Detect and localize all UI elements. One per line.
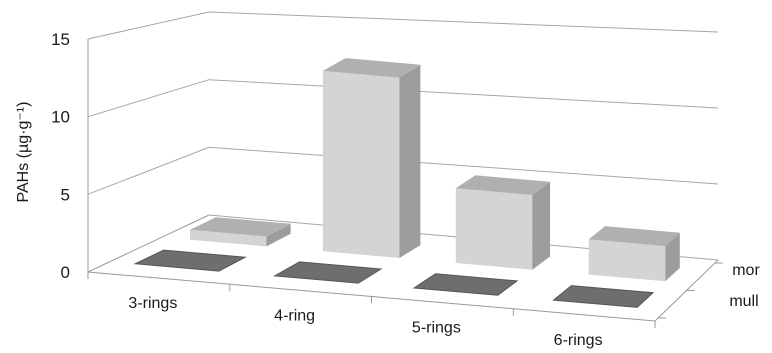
bar-top-face — [552, 285, 655, 308]
labels: PAHs (µg·g⁻¹) — [15, 102, 32, 203]
y-axis-label: PAHs (µg·g⁻¹) — [15, 102, 32, 203]
bar-front-face — [588, 239, 666, 282]
bar-top-face — [133, 249, 247, 272]
y-tick-label: 5 — [61, 185, 70, 204]
x-category-label: 5-rings — [412, 320, 461, 337]
bar-mor-6-rings — [588, 226, 680, 282]
bar-front-face — [455, 188, 533, 270]
bar-side-face — [399, 64, 421, 258]
gridline-10 — [87, 79, 719, 118]
x-category-label: 4-ring — [274, 307, 315, 324]
depth-label-mor: mor — [732, 262, 760, 279]
bar-top-face — [588, 226, 680, 247]
bar-mull-5-rings — [412, 273, 519, 296]
bar-mull-3-rings — [133, 249, 247, 272]
bars — [133, 58, 680, 308]
bar-mor-4-ring — [322, 58, 421, 259]
gridlines — [87, 11, 719, 195]
bar-top-face — [190, 217, 291, 237]
bar-mor-5-rings — [455, 175, 551, 270]
x-category-label: 3-rings — [128, 295, 177, 312]
bar-top-face — [322, 58, 421, 78]
bar-top-face — [412, 273, 519, 296]
bar-side-face — [665, 232, 680, 282]
bar-mull-4-ring — [273, 261, 383, 284]
bar-front-face — [322, 70, 400, 259]
y-tick-label: 0 — [61, 263, 70, 282]
bar-side-face — [266, 223, 291, 247]
bar-mor-3-rings — [190, 217, 291, 247]
gridline-15 — [87, 11, 719, 40]
bar-top-face — [273, 261, 383, 284]
bar-front-face — [190, 229, 267, 247]
y-tick-label: 10 — [51, 108, 70, 127]
y-tick-label: 15 — [51, 30, 70, 49]
bar-mull-6-rings — [552, 285, 655, 308]
x-category-label: 6-rings — [554, 332, 603, 349]
depth-label-mull: mull — [729, 293, 758, 310]
bar-top-face — [455, 175, 551, 195]
gridline-5 — [87, 146, 719, 195]
floor-left-edge — [87, 214, 210, 273]
bar-side-face — [532, 181, 551, 270]
